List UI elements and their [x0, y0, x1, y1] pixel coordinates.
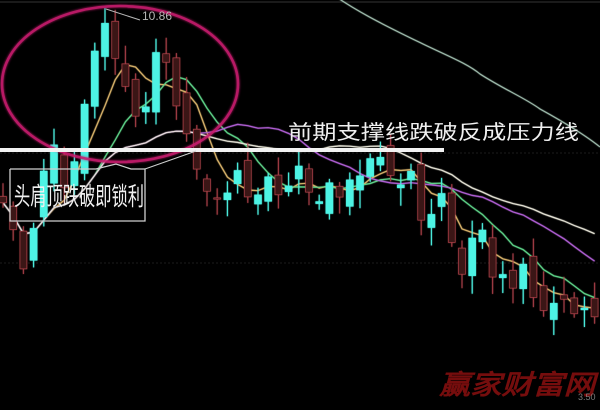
svg-text:头肩顶跌破即锁利: 头肩顶跌破即锁利 [14, 183, 144, 211]
svg-text:10.86: 10.86 [142, 9, 172, 23]
svg-text:3.50: 3.50 [578, 392, 596, 402]
svg-text:赢家财富网: 赢家财富网 [438, 370, 600, 400]
svg-text:前期支撑线跌破反成压力线: 前期支撑线跌破反成压力线 [288, 121, 579, 144]
